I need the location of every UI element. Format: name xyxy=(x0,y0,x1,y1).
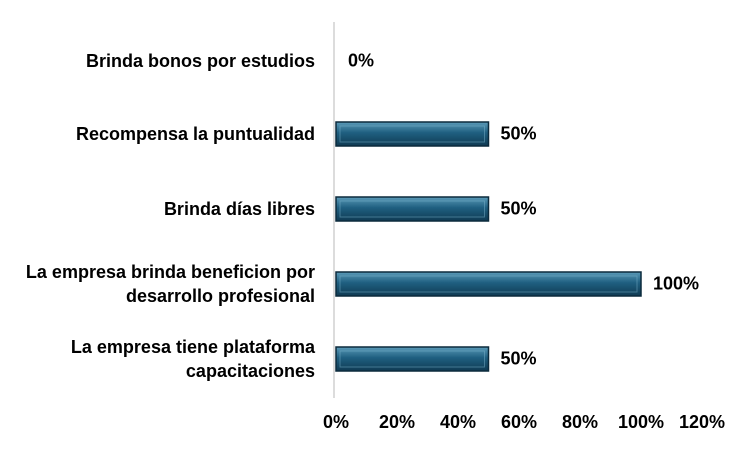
value-label: 100% xyxy=(653,273,700,294)
x-tick-label: 0% xyxy=(322,412,350,432)
category-label-line: capacitaciones xyxy=(185,361,315,381)
category-label-line: desarrollo profesional xyxy=(125,286,315,306)
bar-bevel xyxy=(339,200,485,218)
bar-bevel xyxy=(339,350,485,368)
category-label: Brinda bonos por estudios xyxy=(0,49,315,73)
x-tick-label: 20% xyxy=(378,412,416,432)
value-label: 50% xyxy=(500,348,537,369)
bar xyxy=(335,196,490,222)
bar xyxy=(335,121,490,147)
category-label: La empresa brinda beneficion por desarrol… xyxy=(0,260,315,308)
category-label-line: Brinda días libres xyxy=(163,199,315,219)
category-label-line: La empresa brinda beneficion por xyxy=(25,262,315,282)
x-tick-label: 60% xyxy=(500,412,538,432)
value-label: 50% xyxy=(500,123,537,144)
x-tick-label: 80% xyxy=(561,412,599,432)
bar xyxy=(335,346,490,372)
x-tick-label: 120% xyxy=(678,412,726,432)
category-label: Brinda días libres xyxy=(0,197,315,221)
category-label-line: Brinda bonos por estudios xyxy=(85,51,315,71)
x-tick-label: 40% xyxy=(439,412,477,432)
bar-bevel xyxy=(339,125,485,143)
category-label: Recompensa la puntualidad xyxy=(0,122,315,146)
category-label-line: Recompensa la puntualidad xyxy=(75,124,315,144)
category-label-line: La empresa tiene plataforma xyxy=(70,337,315,357)
x-tick-label: 100% xyxy=(617,412,665,432)
category-label: La empresa tiene plataforma capacitacione… xyxy=(0,335,315,383)
value-label: 0% xyxy=(348,50,375,71)
value-label: 50% xyxy=(500,198,537,219)
bar xyxy=(335,271,642,297)
bar-bevel xyxy=(339,275,638,293)
